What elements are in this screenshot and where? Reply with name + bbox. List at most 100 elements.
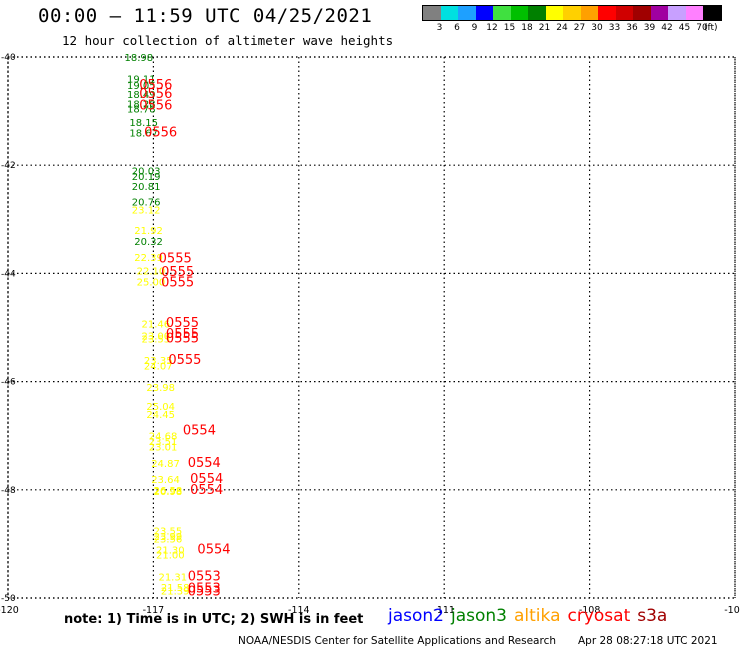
color-scale-label: 70 <box>696 23 708 33</box>
cryosat-time-label: 0555 <box>168 353 201 368</box>
color-scale-labels: 3 6 9 12 15 18 21 24 27 30 33 36 39 42 45 70 (ft) <box>422 21 722 33</box>
cryosat-time-label: 0554 <box>190 472 223 487</box>
y-tick-label: -40 <box>1 53 16 63</box>
altika-wave-height-label: 22.10 <box>137 267 166 278</box>
legend-entry-altika: altika <box>514 606 561 626</box>
altika-wave-height-label: 23.00 <box>142 332 171 343</box>
jason3-wave-height-label: 18.67 <box>129 129 158 140</box>
color-scale-label: 45 <box>678 23 691 33</box>
color-swatch <box>423 6 441 20</box>
legend-entry-jason3: jason3 <box>451 606 507 626</box>
altika-wave-height-label: 23.12 <box>132 206 161 217</box>
legend-entry-jason2: jason2 <box>388 606 444 626</box>
jason3-wave-height-label: 18.49 <box>127 90 156 101</box>
altika-wave-height-label: 21.30 <box>156 545 185 556</box>
altika-wave-height-label: 26.58 <box>154 486 183 497</box>
cryosat-time-label: 0556 <box>144 126 177 141</box>
jason3-wave-height-label: 19.05 <box>127 81 156 92</box>
altika-wave-height-label: 23.64 <box>151 475 180 486</box>
x-tick-label: -120 <box>0 605 19 616</box>
altika-wave-height-label: 23.98 <box>146 383 175 394</box>
color-scale-label: (ft) <box>703 23 718 33</box>
y-tick-label: -48 <box>1 486 16 496</box>
cryosat-time-label: 0556 <box>139 99 172 114</box>
color-swatch <box>650 6 668 20</box>
cryosat-time-label: 0555 <box>159 251 192 266</box>
credit-text: NOAA/NESDIS Center for Satellite Applica… <box>238 635 556 647</box>
color-swatch <box>615 6 633 20</box>
cryosat-time-label: 0555 <box>166 327 199 342</box>
jason3-wave-height-label: 20.19 <box>132 172 161 183</box>
color-scale-label: 3 <box>436 23 443 33</box>
altika-wave-height-label: 20.98 <box>154 487 183 498</box>
plot-frame <box>7 56 736 599</box>
altika-wave-height-label: 21.00 <box>156 551 185 562</box>
y-tick-label: -50 <box>1 594 16 604</box>
jason3-wave-height-label: 20.81 <box>132 182 161 193</box>
altika-wave-height-label: 24.45 <box>146 410 175 421</box>
jason3-wave-height-label: 18.28 <box>127 100 156 111</box>
cryosat-time-label: 0553 <box>188 585 221 600</box>
cryosat-time-label: 0554 <box>197 542 230 557</box>
chart-title: 00:00 – 11:59 UTC 04/25/2021 <box>38 5 373 27</box>
color-scale-label: 27 <box>573 23 586 33</box>
color-swatch <box>545 6 563 20</box>
y-tick-label: -46 <box>1 378 16 388</box>
x-tick-label: -111 <box>433 605 455 616</box>
jason3-wave-height-label: 18.98 <box>125 53 154 64</box>
color-scale-label: 21 <box>538 23 551 33</box>
altika-wave-height-label: 23.56 <box>154 534 183 545</box>
jason3-wave-height-label: 20.03 <box>132 167 161 178</box>
y-tick-label: -44 <box>1 269 16 279</box>
x-tick-label: -105 <box>724 605 740 616</box>
color-scale-label: 9 <box>471 23 478 33</box>
cryosat-time-label: 0555 <box>166 316 199 331</box>
cryosat-time-label: 0555 <box>166 331 199 346</box>
cryosat-time-label: 0556 <box>139 87 172 102</box>
color-swatch <box>475 6 493 20</box>
altika-wave-height-label: 21.92 <box>134 226 163 237</box>
altika-wave-height-label: 21.39 <box>161 586 190 597</box>
cryosat-time-label: 0554 <box>188 456 221 471</box>
cryosat-time-label: 0556 <box>139 78 172 93</box>
altika-wave-height-label: 21.58 <box>161 583 190 594</box>
altika-wave-height-label: 24.87 <box>151 459 180 470</box>
altika-wave-height-label: 24.07 <box>144 361 173 372</box>
color-scale-label: 15 <box>503 23 516 33</box>
cryosat-time-label: 0555 <box>161 276 194 291</box>
y-tick-label: -42 <box>1 161 16 171</box>
altika-wave-height-label: 23.99 <box>154 532 183 543</box>
color-scale-label: 12 <box>486 23 498 33</box>
jason3-wave-height-label: 20.76 <box>132 197 161 208</box>
color-scale-label: 36 <box>626 23 638 33</box>
x-tick-label: -117 <box>143 605 165 616</box>
units-note: note: 1) Time is in UTC; 2) SWH is in fe… <box>64 612 364 627</box>
color-swatch <box>668 6 686 20</box>
altika-wave-height-label: 23.53 <box>142 334 171 345</box>
color-swatch <box>580 6 598 20</box>
cryosat-time-label: 0554 <box>190 483 223 498</box>
cryosat-time-label: 0555 <box>161 265 194 280</box>
color-swatch <box>528 6 546 20</box>
color-scale-swatches <box>422 5 722 21</box>
color-swatch <box>685 6 703 20</box>
x-tick-label: -108 <box>579 605 601 616</box>
altika-wave-height-label: 25.00 <box>137 278 166 289</box>
legend-entry-cryosat: cryosat <box>567 606 631 626</box>
color-scale-label: 30 <box>591 23 603 33</box>
color-swatch <box>633 6 651 20</box>
color-swatch <box>493 6 511 20</box>
generated-timestamp: Apr 28 08:27:18 UTC 2021 <box>578 635 718 647</box>
chart-grid <box>7 56 736 599</box>
color-swatch <box>703 6 721 20</box>
color-scale-label: 39 <box>643 23 656 33</box>
color-swatch <box>510 6 528 20</box>
altika-wave-height-label: 21.31 <box>158 572 187 583</box>
altika-wave-height-label: 21.46 <box>142 320 171 331</box>
jason3-wave-height-label: 18.15 <box>129 118 158 129</box>
altika-wave-height-label: 22.39 <box>134 253 163 264</box>
altika-wave-height-label: 25.04 <box>146 402 175 413</box>
color-swatch <box>563 6 581 20</box>
jason3-wave-height-label: 18.78 <box>127 104 156 115</box>
